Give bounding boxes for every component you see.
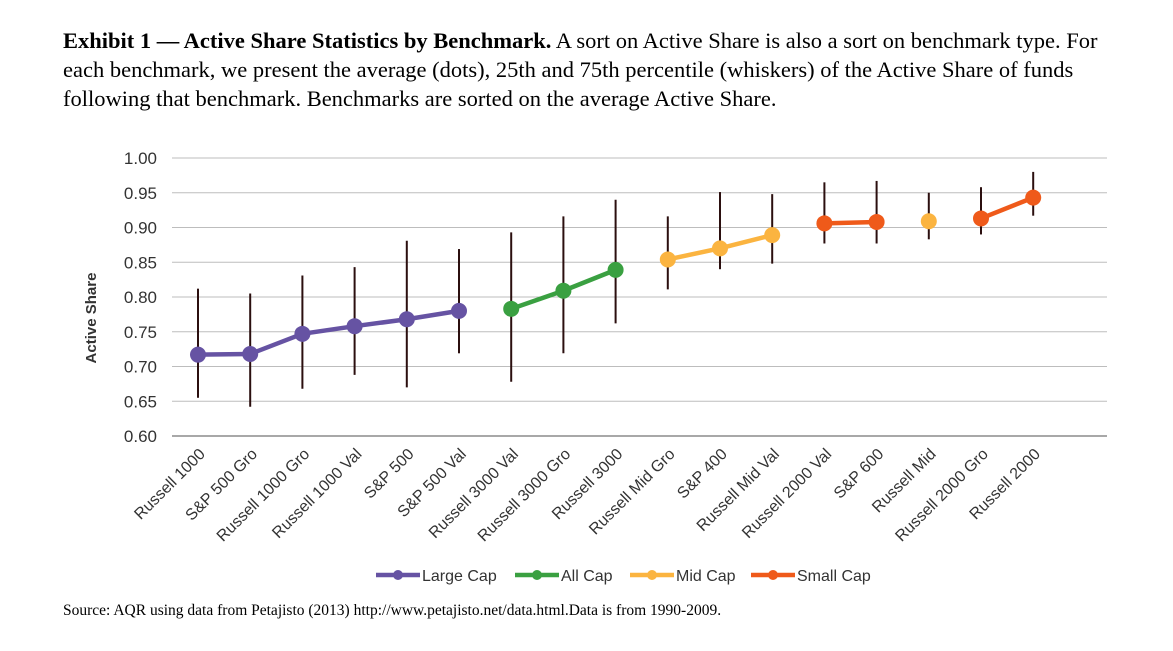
average-dot bbox=[607, 261, 624, 278]
legend-swatch-dot bbox=[393, 570, 403, 580]
exhibit-description: A sort on Active Share is also a sort on… bbox=[63, 28, 1098, 111]
legend-label: Mid Cap bbox=[676, 568, 736, 585]
average-dot bbox=[503, 300, 520, 317]
x-category-label: Russell 2000 Gro bbox=[892, 446, 992, 546]
average-dot bbox=[398, 311, 415, 328]
exhibit-caption: Exhibit 1 — Active Share Statistics by B… bbox=[63, 26, 1103, 113]
legend-swatch-dot bbox=[768, 570, 778, 580]
legend: Large Cap All Cap Mid Cap Small Cap bbox=[376, 568, 871, 585]
average-dot bbox=[920, 213, 937, 230]
x-category-label: Russell 1000 Gro bbox=[214, 446, 314, 546]
y-tick-label: 0.65 bbox=[124, 392, 157, 411]
average-dot bbox=[816, 215, 833, 232]
average-dot bbox=[659, 251, 676, 268]
y-axis-ticks: 1.00 0.95 0.90 0.85 0.80 0.75 0.70 0.65 0.60 bbox=[124, 149, 157, 446]
average-dot bbox=[973, 210, 989, 227]
x-category-label: Russell 1000 Val bbox=[269, 446, 365, 542]
legend-swatch-dot bbox=[532, 570, 542, 580]
series-line-large-cap bbox=[197, 308, 460, 357]
x-category-label: Russell 3000 Val bbox=[426, 446, 522, 542]
y-tick-label: 0.85 bbox=[124, 253, 157, 272]
average-dot bbox=[712, 240, 728, 257]
y-tick-label: 0.90 bbox=[124, 219, 157, 238]
whiskers bbox=[197, 171, 1035, 407]
y-tick-label: 0.95 bbox=[124, 184, 157, 203]
y-tick-label: 0.70 bbox=[124, 358, 157, 377]
average-dot bbox=[555, 282, 572, 299]
exhibit-title: Exhibit 1 — Active Share Statistics by B… bbox=[63, 28, 552, 53]
legend-label: Large Cap bbox=[422, 568, 497, 585]
series-line-small-cap bbox=[980, 195, 1035, 221]
series-line-small-cap bbox=[824, 219, 877, 226]
x-category-label: Russell 2000 Val bbox=[739, 446, 835, 542]
active-share-chart: 1.00 0.95 0.90 0.85 0.80 0.75 0.70 0.65 0.60 Act… bbox=[83, 149, 1107, 585]
y-tick-label: 0.75 bbox=[124, 323, 157, 342]
y-axis-label: Active Share bbox=[83, 273, 100, 364]
average-dot bbox=[868, 213, 885, 230]
average-dot bbox=[294, 325, 311, 342]
average-dot bbox=[190, 346, 206, 363]
average-dot bbox=[346, 318, 363, 335]
x-category-label: Russell 3000 Gro bbox=[475, 446, 575, 546]
average-dot bbox=[1025, 189, 1042, 206]
grid-lines bbox=[172, 157, 1107, 437]
y-tick-label: 0.60 bbox=[124, 427, 157, 446]
legend-label: Small Cap bbox=[797, 568, 871, 585]
average-dot bbox=[451, 302, 467, 319]
source-note: Source: AQR using data from Petajisto (2… bbox=[63, 602, 722, 619]
legend-label: All Cap bbox=[561, 568, 613, 585]
average-dot bbox=[242, 345, 259, 362]
legend-swatch-dot bbox=[647, 570, 657, 580]
average-dots bbox=[190, 189, 1042, 363]
y-tick-label: 1.00 bbox=[124, 149, 157, 168]
y-tick-label: 0.80 bbox=[124, 288, 157, 307]
average-dot bbox=[764, 227, 781, 244]
